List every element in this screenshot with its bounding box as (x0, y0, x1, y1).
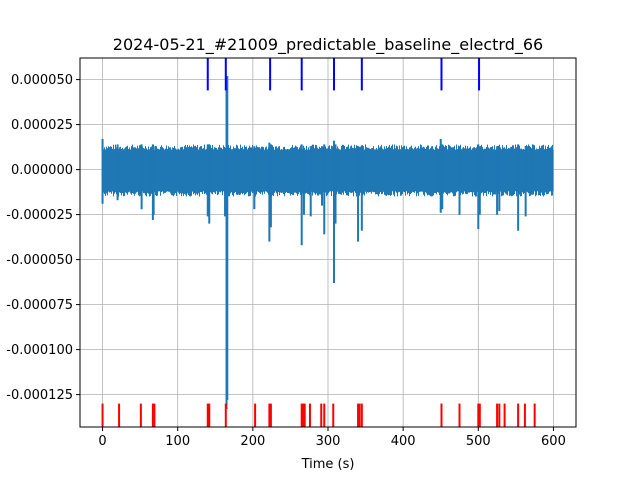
y-tick-label: -0.000050 (6, 253, 73, 268)
y-tick-label: -0.000125 (6, 388, 73, 403)
x-tick-label: 200 (240, 434, 265, 449)
y-tick-label: -0.000100 (6, 343, 73, 358)
x-tick-label: 300 (316, 434, 341, 449)
x-axis-ticks: 0 100 200 300 400 500 600 (98, 427, 566, 449)
plot-series (101, 76, 554, 409)
x-tick-label: 600 (541, 434, 566, 449)
x-axis-label: Time (s) (301, 457, 355, 472)
y-tick-label: 0.000050 (11, 73, 73, 88)
signal-noise (102, 144, 553, 197)
x-tick-label: 500 (466, 434, 491, 449)
y-tick-label: 0.000025 (11, 118, 73, 133)
y-tick-label: -0.000025 (6, 208, 73, 223)
event-markers (101, 58, 536, 427)
x-tick-label: 0 (98, 434, 106, 449)
x-tick-label: 400 (391, 434, 416, 449)
x-tick-label: 100 (165, 434, 190, 449)
grid-lines (80, 58, 576, 427)
y-tick-label: -0.000075 (6, 298, 73, 313)
chart-title: 2024-05-21_#21009_predictable_baseline_e… (113, 35, 543, 55)
y-tick-label: 0.000000 (11, 163, 73, 178)
y-axis-ticks: 0.000050 0.000025 0.000000 -0.000025 -0.0000… (6, 73, 80, 403)
